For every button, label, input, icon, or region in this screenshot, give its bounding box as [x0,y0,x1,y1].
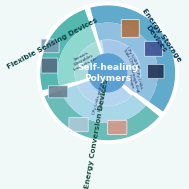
Circle shape [89,54,127,92]
Circle shape [75,40,140,106]
FancyBboxPatch shape [41,58,58,73]
Text: Self-healing
Polymers: Self-healing Polymers [77,63,138,83]
Wedge shape [60,84,146,123]
FancyBboxPatch shape [69,117,88,132]
Wedge shape [39,9,91,91]
FancyBboxPatch shape [145,41,163,56]
Wedge shape [57,26,97,86]
FancyBboxPatch shape [121,19,139,37]
Text: CPy Links
through End
Groups: CPy Links through End Groups [125,66,144,94]
Wedge shape [90,4,176,112]
FancyBboxPatch shape [49,86,68,98]
Text: Energy Conversion Devices: Energy Conversion Devices [84,79,110,189]
Text: CPy Links within
Main Chains: CPy Links within Main Chains [92,82,109,116]
Wedge shape [102,40,140,94]
Wedge shape [43,90,160,141]
Wedge shape [75,41,103,81]
FancyBboxPatch shape [148,64,164,78]
Text: Energy Storage
Devices: Energy Storage Devices [136,7,183,67]
Circle shape [37,2,178,143]
Text: CPy Links at
Side Chains: CPy Links at Side Chains [122,46,141,72]
Wedge shape [77,80,131,106]
Text: Flexible Sensing Devices: Flexible Sensing Devices [6,17,99,70]
Wedge shape [95,22,158,102]
FancyBboxPatch shape [41,39,59,53]
Text: Sensors
Wearables
Implants etc.: Sensors Wearables Implants etc. [69,48,98,72]
FancyBboxPatch shape [108,120,127,135]
